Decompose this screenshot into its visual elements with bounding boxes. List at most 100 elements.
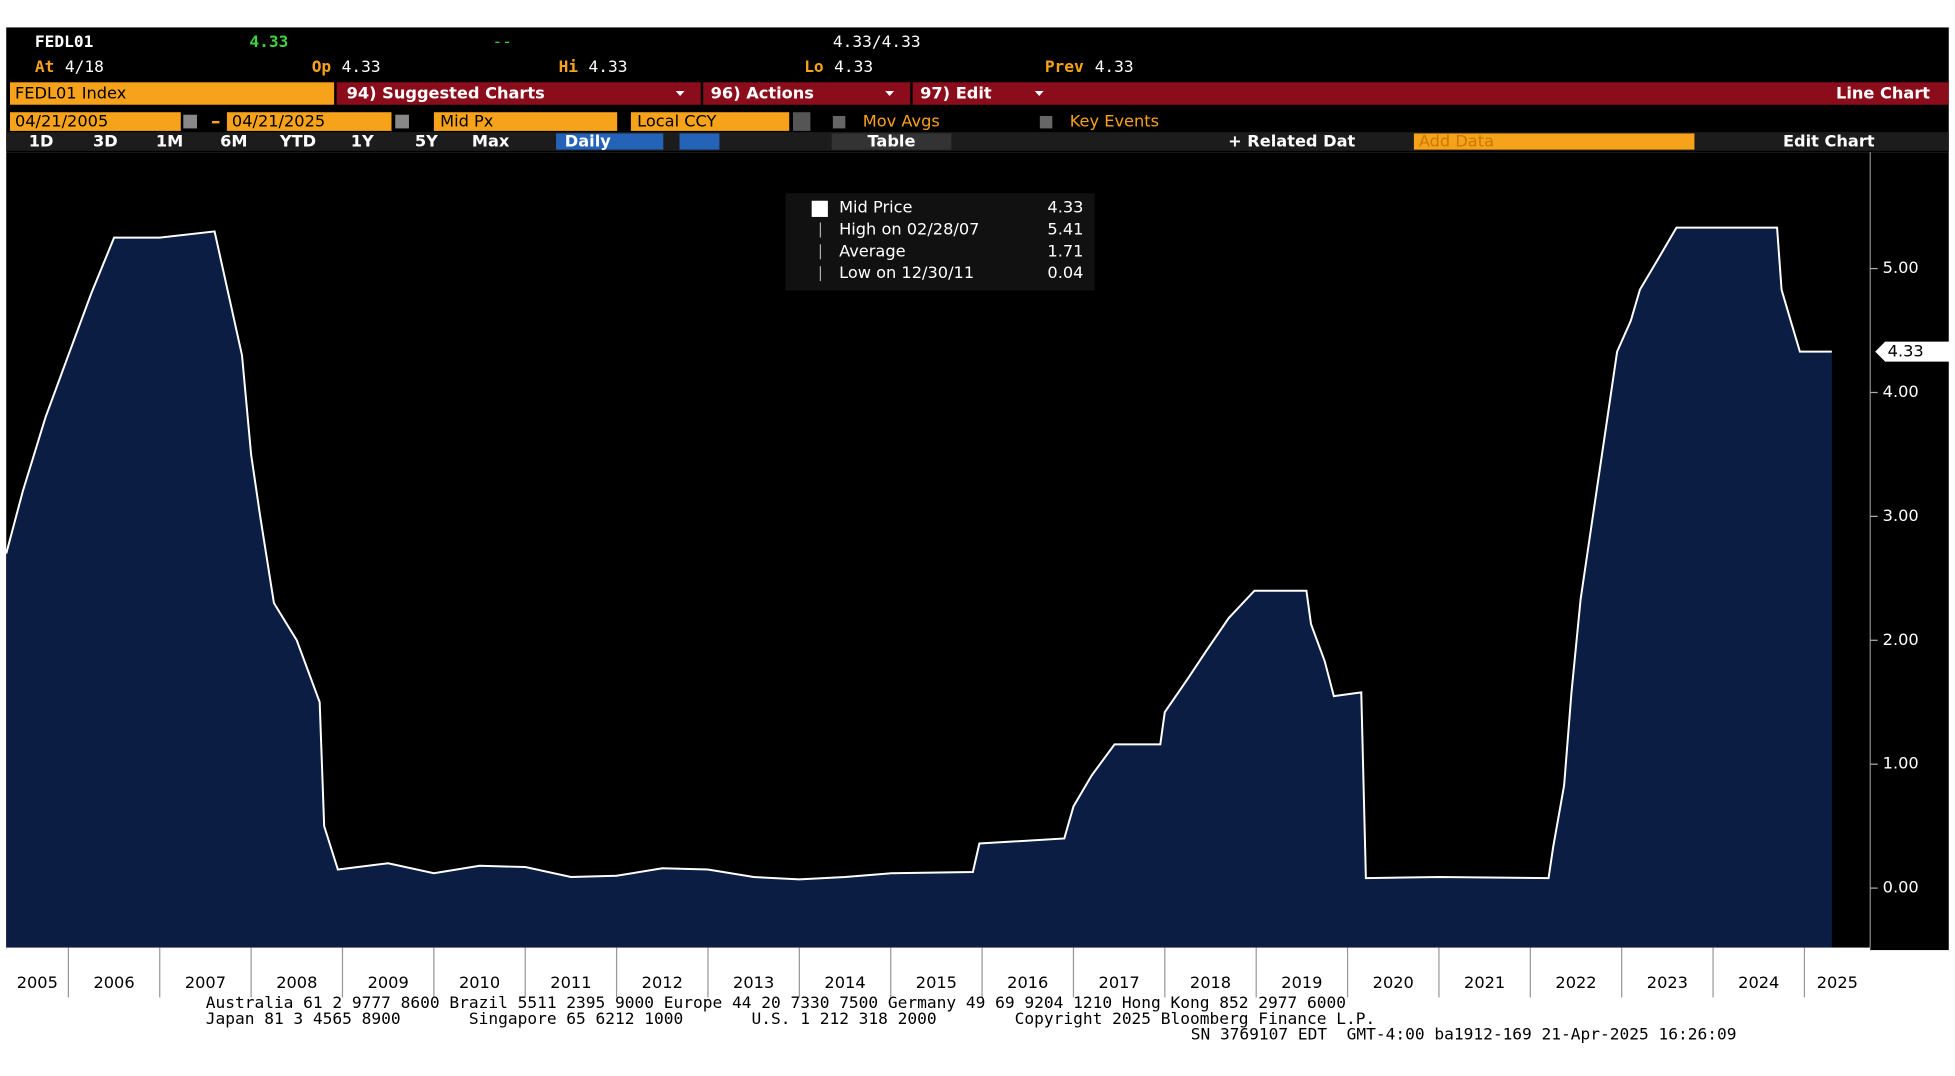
y-tick-label: 4.00 [1883, 382, 1919, 401]
price-field[interactable] [433, 112, 618, 131]
x-tick-label: 2024 [1738, 973, 1779, 992]
range-button[interactable]: YTD [279, 132, 316, 151]
field-label: Lo [804, 57, 824, 76]
dropdown-arrow[interactable] [675, 91, 685, 97]
option: Mov Avgs [863, 112, 940, 131]
footer-line: Japan 81 3 4565 8900 Singapore 65 6212 1… [206, 1009, 1375, 1028]
price-type: Mid Px [440, 112, 494, 131]
currency: Local CCY [637, 112, 716, 131]
checkbox[interactable] [1039, 115, 1053, 129]
x-tick-label: 2025 [1817, 973, 1858, 992]
dropdown-button[interactable] [792, 112, 811, 131]
last-price: 4.33 [249, 32, 288, 51]
checkbox[interactable] [832, 115, 846, 129]
y-tick-label: 1.00 [1883, 754, 1919, 773]
add-data: Add Data [1419, 132, 1494, 151]
table-button[interactable] [831, 133, 952, 150]
x-tick-label: 2007 [185, 973, 226, 992]
calendar-icon[interactable] [183, 114, 197, 129]
legend-value: 1.71 [1047, 241, 1083, 260]
field-value: 4.33 [588, 57, 627, 76]
add-data-field[interactable] [1413, 133, 1695, 150]
x-tick-label: 2015 [916, 973, 957, 992]
y-tick-label: 2.00 [1883, 630, 1919, 649]
legend-label: High on 02/28/07 [839, 220, 979, 239]
x-tick-label: 2020 [1373, 973, 1414, 992]
range-button[interactable]: 1Y [351, 132, 374, 151]
x-tick-label: 2008 [276, 973, 317, 992]
legend-value: 0.04 [1047, 263, 1083, 282]
line-style-button[interactable] [679, 133, 720, 150]
bid-ask: 4.33/4.33 [833, 32, 921, 51]
y-tick-label: 3.00 [1883, 506, 1919, 525]
start-date: 04/21/2005 [15, 112, 108, 131]
menu-separator [910, 82, 913, 105]
legend-label: Mid Price [839, 198, 912, 217]
range-button[interactable]: 1M [156, 132, 183, 151]
field-value: 4.33 [1095, 57, 1134, 76]
range-button[interactable]: 1D [29, 132, 54, 151]
frequency-button[interactable] [556, 133, 664, 150]
range-button[interactable]: Max [472, 132, 510, 151]
end-date-field[interactable] [226, 112, 392, 131]
field-value: 4.33 [342, 57, 381, 76]
x-tick-label: 2017 [1099, 973, 1140, 992]
menu-item[interactable]: 97) Edit [920, 84, 992, 103]
security: FEDL01 Index [15, 84, 127, 103]
x-tick-label: 2023 [1647, 973, 1688, 992]
calendar-icon[interactable] [395, 114, 409, 129]
x-tick-label: 2014 [824, 973, 865, 992]
x-tick-label: 2022 [1555, 973, 1596, 992]
ticker: FEDL01 [35, 32, 93, 51]
frequency: Daily [565, 132, 611, 151]
dropdown-arrow[interactable] [1034, 91, 1044, 97]
x-tick-label: 2011 [550, 973, 591, 992]
area [6, 227, 1832, 948]
field-label: Op [312, 57, 332, 76]
legend-label: Average [839, 241, 906, 260]
field-value: 4.33 [834, 57, 873, 76]
x-tick-label: 2012 [642, 973, 683, 992]
line [5, 226, 1832, 881]
field-label: At [35, 57, 55, 76]
range-button[interactable]: 5Y [415, 132, 438, 151]
legend-box [785, 193, 1095, 291]
x-tick-label: 2009 [368, 973, 409, 992]
footer-line: SN 3769107 EDT GMT-4:00 ba1912-169 21-Ap… [1191, 1024, 1737, 1043]
field-label: Hi [559, 57, 579, 76]
y-tick-label: 0.00 [1883, 878, 1919, 897]
start-date-field[interactable] [9, 112, 181, 131]
currency-field[interactable] [630, 112, 790, 131]
legend-value: 5.41 [1047, 220, 1083, 239]
y-tick-label: 5.00 [1883, 258, 1919, 277]
related-data[interactable]: + Related Dat [1228, 132, 1355, 151]
legend-value: 4.33 [1047, 198, 1083, 217]
menu-item[interactable]: 94) Suggested Charts [347, 84, 545, 103]
field-label: Prev [1045, 57, 1084, 76]
x-tick-label: 2018 [1190, 973, 1231, 992]
x-tick-label: 2019 [1281, 973, 1322, 992]
chart-type: Line Chart [1836, 84, 1930, 103]
table: Table [867, 132, 915, 151]
date-dash [211, 120, 220, 124]
option: Key Events [1070, 112, 1159, 131]
range-button[interactable]: 6M [220, 132, 247, 151]
dropdown-arrow[interactable] [885, 91, 894, 97]
footer-line: Australia 61 2 9777 8600 Brazil 5511 239… [206, 993, 1346, 1012]
change: -- [492, 32, 511, 51]
menu-separator [700, 82, 704, 105]
menu-item[interactable]: 96) Actions [711, 84, 814, 103]
field-value: 4/18 [65, 57, 104, 76]
security-box[interactable] [9, 82, 335, 105]
x-tick-label: 2013 [733, 973, 774, 992]
x-tick-label: 2005 [17, 973, 58, 992]
edit-chart[interactable]: Edit Chart [1783, 132, 1875, 151]
x-tick-label: 2006 [93, 973, 134, 992]
x-axis-band [6, 947, 1871, 998]
last-value-tag [1875, 341, 1951, 362]
menu-bar [336, 82, 1949, 105]
legend-swatch [811, 200, 828, 217]
last-value: 4.33 [1888, 342, 1924, 361]
range-button[interactable]: 3D [93, 132, 118, 151]
